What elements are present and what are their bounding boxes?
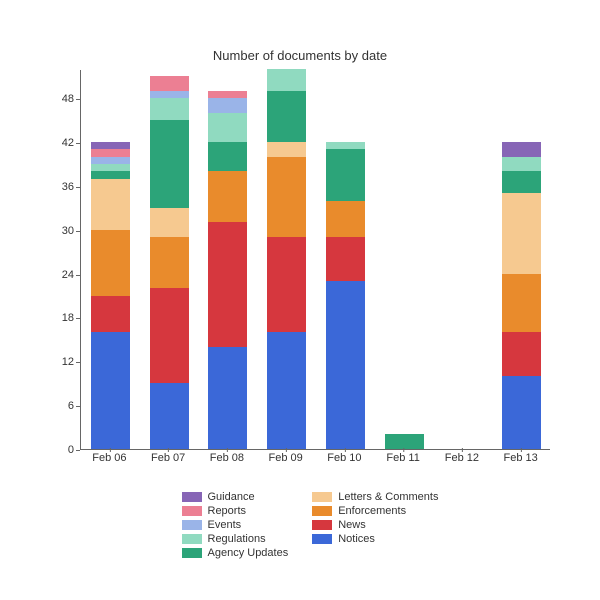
bar-segment <box>385 434 424 449</box>
bar-segment <box>91 171 130 178</box>
legend-label: Enforcements <box>338 505 406 517</box>
y-tick: 30 <box>20 225 74 237</box>
x-tick: Feb 12 <box>445 452 479 464</box>
bar-segment <box>326 142 365 149</box>
legend-label: Notices <box>338 533 375 545</box>
bar <box>208 91 247 449</box>
bar-segment <box>91 149 130 156</box>
bar-segment <box>208 222 247 346</box>
legend-label: Reports <box>208 505 247 517</box>
legend-swatch <box>182 506 202 516</box>
legend-label: Agency Updates <box>208 547 289 559</box>
y-tick: 24 <box>20 269 74 281</box>
bar-segment <box>208 171 247 222</box>
bar-segment <box>91 179 130 230</box>
x-tick: Feb 07 <box>151 452 185 464</box>
legend-item: Agency Updates <box>182 547 289 559</box>
bar-segment <box>267 332 306 449</box>
bar-segment <box>91 164 130 171</box>
legend-item: Reports <box>182 505 289 517</box>
bar-segment <box>267 157 306 237</box>
legend-swatch <box>312 506 332 516</box>
bar <box>502 142 541 449</box>
bar-segment <box>326 201 365 238</box>
legend-label: Guidance <box>208 491 255 503</box>
bar-segment <box>502 171 541 193</box>
bar-segment <box>208 347 247 449</box>
legend-item: News <box>312 519 438 531</box>
bar <box>150 76 189 449</box>
x-tick: Feb 13 <box>504 452 538 464</box>
legend: Guidance Reports Events Regulations Agency U… <box>60 490 560 560</box>
x-tick: Feb 06 <box>92 452 126 464</box>
bar <box>385 434 424 449</box>
legend-label: News <box>338 519 366 531</box>
chart: Number of documents by date Feb 06 Feb 07… <box>20 20 580 580</box>
legend-swatch <box>182 534 202 544</box>
bar-segment <box>150 237 189 288</box>
bar-segment <box>502 157 541 172</box>
bar <box>91 142 130 449</box>
bar-segment <box>502 142 541 157</box>
bar-segment <box>502 376 541 449</box>
y-tick: 18 <box>20 312 74 324</box>
bar-segment <box>91 296 130 333</box>
bar-segment <box>502 274 541 332</box>
bar-segment <box>150 98 189 120</box>
y-tick: 0 <box>20 444 74 456</box>
legend-swatch <box>312 534 332 544</box>
bar-segment <box>267 69 306 91</box>
legend-swatch <box>182 520 202 530</box>
legend-item: Events <box>182 519 289 531</box>
legend-item: Notices <box>312 533 438 545</box>
bar-segment <box>91 332 130 449</box>
y-tick: 42 <box>20 137 74 149</box>
legend-swatch <box>312 520 332 530</box>
y-tick: 6 <box>20 400 74 412</box>
bar-segment <box>150 91 189 98</box>
bar-segment <box>267 237 306 332</box>
legend-swatch <box>312 492 332 502</box>
bar-segment <box>91 157 130 164</box>
legend-label: Letters & Comments <box>338 491 438 503</box>
bar-segment <box>150 208 189 237</box>
chart-title: Number of documents by date <box>20 48 580 63</box>
x-tick: Feb 09 <box>269 452 303 464</box>
bar-segment <box>267 91 306 142</box>
bar-segment <box>208 98 247 113</box>
plot-area <box>80 70 550 450</box>
bar-segment <box>91 230 130 296</box>
legend-swatch <box>182 548 202 558</box>
bar-segment <box>150 383 189 449</box>
bar-segment <box>326 237 365 281</box>
bar-segment <box>326 149 365 200</box>
legend-item: Guidance <box>182 491 289 503</box>
bar-segment <box>150 120 189 208</box>
x-tick: Feb 08 <box>210 452 244 464</box>
bar-segment <box>91 142 130 149</box>
bar <box>326 142 365 449</box>
bar-segment <box>150 288 189 383</box>
legend-item: Enforcements <box>312 505 438 517</box>
bar-segment <box>502 332 541 376</box>
legend-swatch <box>182 492 202 502</box>
y-tick: 36 <box>20 181 74 193</box>
bar-segment <box>326 281 365 449</box>
bar <box>267 69 306 449</box>
legend-item: Regulations <box>182 533 289 545</box>
legend-label: Regulations <box>208 533 266 545</box>
legend-item: Letters & Comments <box>312 491 438 503</box>
x-axis: Feb 06 Feb 07 Feb 08 Feb 09 Feb 10 Feb 11 Feb … <box>80 452 550 472</box>
x-tick: Feb 10 <box>327 452 361 464</box>
bar-segment <box>208 142 247 171</box>
bar-segment <box>267 142 306 157</box>
bar-segment <box>208 113 247 142</box>
y-tick: 48 <box>20 93 74 105</box>
bar-segment <box>208 91 247 98</box>
legend-label: Events <box>208 519 242 531</box>
y-tick: 12 <box>20 356 74 368</box>
bar-segment <box>502 193 541 273</box>
bar-segment <box>150 76 189 91</box>
x-tick: Feb 11 <box>386 452 419 464</box>
